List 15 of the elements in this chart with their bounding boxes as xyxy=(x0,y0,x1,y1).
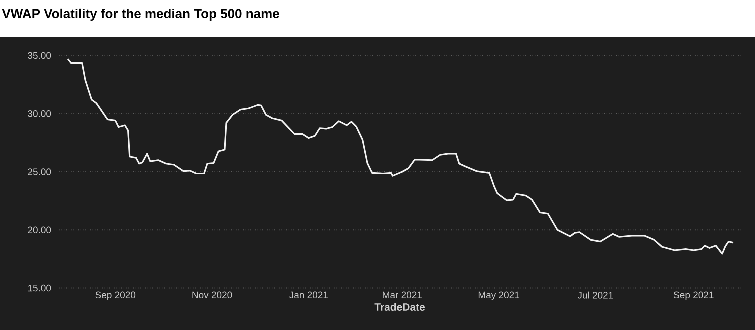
x-tick-label: Sep 2021 xyxy=(674,292,714,300)
chart-title: VWAP Volatility for the median Top 500 name xyxy=(2,8,280,22)
x-tick-label: Jan 2021 xyxy=(290,292,328,299)
x-tick-label: May 2021 xyxy=(478,292,520,300)
y-tick-label: 35.00 xyxy=(28,52,52,60)
x-tick-label: Sep 2020 xyxy=(96,292,136,300)
x-tick-label: Nov 2020 xyxy=(192,292,232,299)
y-tick-label: 30.00 xyxy=(28,110,52,118)
line-series xyxy=(67,58,734,255)
y-tick-label: 25.00 xyxy=(28,168,52,176)
y-tick-label: 20.00 xyxy=(28,226,52,234)
y-tick-label: 15.00 xyxy=(28,284,52,292)
x-axis-title: TradeDate xyxy=(374,303,426,311)
x-tick-label: Jul 2021 xyxy=(578,292,614,299)
x-tick-label: Mar 2021 xyxy=(383,292,422,299)
